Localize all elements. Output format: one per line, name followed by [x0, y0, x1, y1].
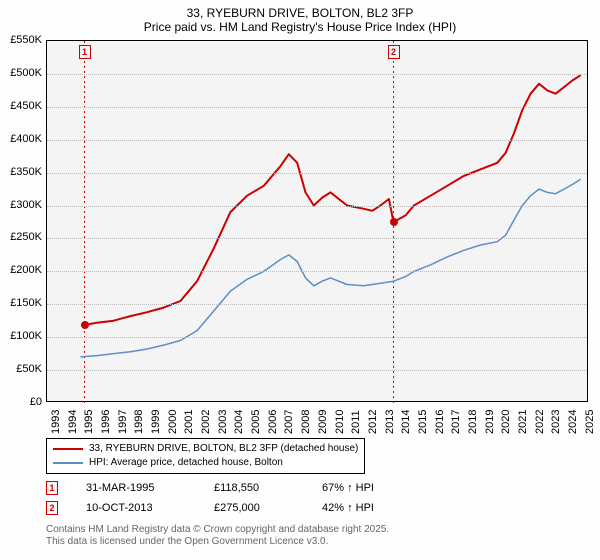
x-tick-label: 2012 [367, 410, 379, 434]
sale-event-row: 2 10-OCT-2013 £275,000 42% ↑ HPI [46, 498, 374, 518]
x-tick-label: 1999 [150, 410, 162, 434]
sale-event-date: 10-OCT-2013 [86, 502, 186, 514]
x-tick-label: 1997 [117, 410, 129, 434]
legend-swatch [53, 448, 83, 450]
y-tick-label: £450K [0, 100, 42, 112]
y-tick-label: £150K [0, 297, 42, 309]
legend-item: HPI: Average price, detached house, Bolt… [53, 456, 358, 470]
x-tick-label: 2023 [550, 410, 562, 434]
x-tick-label: 2022 [534, 410, 546, 434]
x-tick-label: 2008 [300, 410, 312, 434]
sale-marker-badge: 2 [388, 45, 400, 59]
sale-marker-badge: 1 [79, 45, 91, 59]
chart-container: 33, RYEBURN DRIVE, BOLTON, BL2 3FP Price… [0, 0, 600, 560]
legend: 33, RYEBURN DRIVE, BOLTON, BL2 3FP (deta… [46, 438, 365, 474]
sale-event-price: £275,000 [214, 502, 294, 514]
series-line [85, 75, 581, 325]
x-tick-label: 2015 [417, 410, 429, 434]
x-tick-label: 2001 [183, 410, 195, 434]
x-tick-label: 2010 [334, 410, 346, 434]
gridline-h [47, 370, 587, 371]
x-tick-label: 2016 [434, 410, 446, 434]
x-tick-label: 2009 [317, 410, 329, 434]
attribution-line-1: Contains HM Land Registry data © Crown c… [46, 524, 389, 536]
y-tick-label: £550K [0, 34, 42, 46]
x-tick-label: 2004 [233, 410, 245, 434]
title-line-2: Price paid vs. HM Land Registry's House … [0, 20, 600, 34]
legend-item: 33, RYEBURN DRIVE, BOLTON, BL2 3FP (deta… [53, 442, 358, 456]
y-tick-label: £100K [0, 330, 42, 342]
sale-event-pct: 42% ↑ HPI [322, 502, 374, 514]
x-tick-label: 1993 [50, 410, 62, 434]
x-tick-label: 2005 [250, 410, 262, 434]
gridline-h [47, 337, 587, 338]
plot-area: 12 [46, 40, 588, 402]
sale-event-pct: 67% ↑ HPI [322, 482, 374, 494]
gridline-h [47, 206, 587, 207]
x-tick-label: 2002 [200, 410, 212, 434]
sale-event-badge: 1 [46, 481, 58, 495]
y-tick-label: £300K [0, 199, 42, 211]
gridline-h [47, 140, 587, 141]
x-tick-label: 2019 [484, 410, 496, 434]
sale-event-row: 1 31-MAR-1995 £118,550 67% ↑ HPI [46, 478, 374, 498]
sale-events-table: 1 31-MAR-1995 £118,550 67% ↑ HPI 2 10-OCT-201… [46, 478, 374, 518]
y-tick-label: £0 [0, 396, 42, 408]
chart-svg [47, 41, 589, 403]
y-tick-label: £400K [0, 133, 42, 145]
title-line-1: 33, RYEBURN DRIVE, BOLTON, BL2 3FP [0, 6, 600, 20]
x-tick-label: 2003 [217, 410, 229, 434]
legend-label: 33, RYEBURN DRIVE, BOLTON, BL2 3FP (deta… [89, 442, 358, 456]
x-tick-label: 2013 [384, 410, 396, 434]
gridline-h [47, 107, 587, 108]
x-tick-label: 1998 [133, 410, 145, 434]
x-tick-label: 2014 [400, 410, 412, 434]
x-tick-label: 2011 [350, 410, 362, 434]
y-tick-label: £250K [0, 231, 42, 243]
gridline-h [47, 238, 587, 239]
sale-event-badge: 2 [46, 501, 58, 515]
sale-dot [390, 218, 398, 226]
sale-event-price: £118,550 [214, 482, 294, 494]
x-tick-label: 2000 [167, 410, 179, 434]
x-tick-label: 1994 [67, 410, 79, 434]
y-tick-label: £350K [0, 166, 42, 178]
x-tick-label: 2020 [500, 410, 512, 434]
legend-swatch [53, 462, 83, 464]
x-tick-label: 2018 [467, 410, 479, 434]
x-tick-label: 1995 [83, 410, 95, 434]
gridline-h [47, 173, 587, 174]
x-tick-label: 2025 [584, 410, 596, 434]
sale-dot [81, 321, 89, 329]
gridline-h [47, 271, 587, 272]
y-tick-label: £50K [0, 363, 42, 375]
x-tick-label: 2024 [567, 410, 579, 434]
attribution-line-2: This data is licensed under the Open Gov… [46, 536, 389, 548]
x-tick-label: 2006 [267, 410, 279, 434]
y-tick-label: £200K [0, 264, 42, 276]
x-tick-label: 1996 [100, 410, 112, 434]
attribution: Contains HM Land Registry data © Crown c… [46, 524, 389, 548]
x-tick-label: 2021 [517, 410, 529, 434]
gridline-h [47, 304, 587, 305]
gridline-h [47, 74, 587, 75]
y-tick-label: £500K [0, 67, 42, 79]
legend-label: HPI: Average price, detached house, Bolt… [89, 456, 283, 470]
sale-event-date: 31-MAR-1995 [86, 482, 186, 494]
chart-titles: 33, RYEBURN DRIVE, BOLTON, BL2 3FP Price… [0, 0, 600, 34]
x-tick-label: 2007 [283, 410, 295, 434]
x-tick-label: 2017 [450, 410, 462, 434]
